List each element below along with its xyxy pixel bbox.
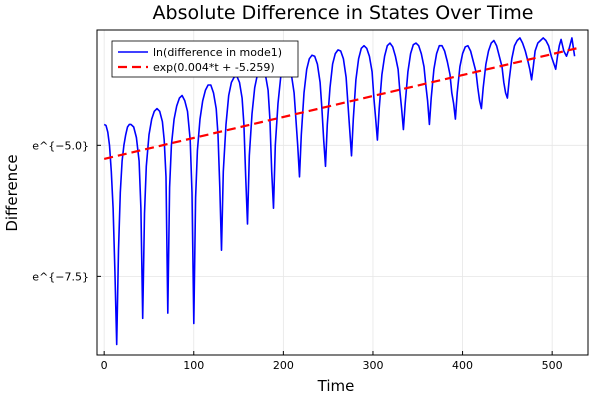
legend-label: ln(difference in mode1)	[153, 46, 282, 59]
x-tick-label: 400	[452, 359, 473, 372]
y-tick-label: e^{−7.5}	[32, 270, 89, 283]
legend: ln(difference in mode1) exp(0.004*t + -5.…	[111, 40, 299, 78]
x-tick-label: 300	[362, 359, 383, 372]
x-tick-label: 0	[101, 359, 108, 372]
x-tick-label: 500	[542, 359, 563, 372]
legend-box	[111, 40, 299, 78]
y-axis-ticks: e^{−5.0} e^{−7.5}	[32, 139, 101, 283]
grid	[97, 30, 588, 355]
x-tick-label: 100	[183, 359, 204, 372]
y-axis-label: Difference	[3, 154, 21, 231]
chart-title: Absolute Difference in States Over Time	[153, 2, 534, 24]
x-tick-label: 200	[273, 359, 294, 372]
legend-label: exp(0.004*t + -5.259)	[153, 61, 275, 74]
plot-area	[96, 29, 589, 356]
x-axis-label: Time	[317, 377, 355, 395]
plot-frame	[96, 29, 589, 356]
series-layer	[103, 37, 578, 346]
y-tick-label: e^{−5.0}	[32, 139, 89, 152]
difference-line	[103, 37, 576, 346]
x-axis-ticks: 0 100 200 300 400 500	[101, 351, 563, 372]
fit-line	[103, 47, 578, 160]
